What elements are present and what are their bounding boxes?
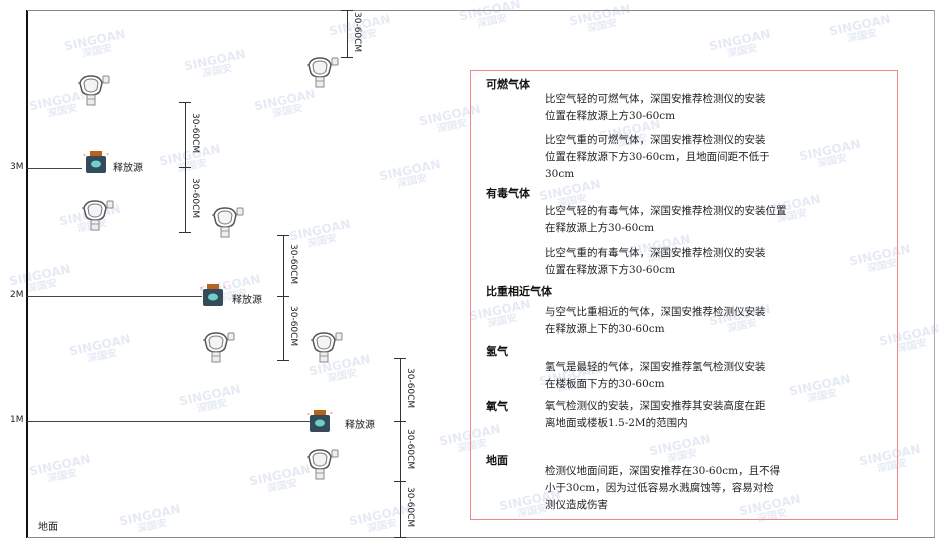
dimension-tick [394,537,406,538]
legend-paragraph: 与空气比重相近的气体，深国安推荐检测仪安装 在释放源上下的30-60cm [545,306,766,335]
level-3m-line [27,168,82,169]
dimension-tick [394,481,406,482]
dimension-line [400,358,401,421]
dimension-tick [277,235,289,236]
legend-heading: 地面 [486,454,508,467]
dimension-tick [341,10,353,11]
dimension-line [347,10,348,57]
dimension-label: 30-60CM [405,487,415,528]
level-1m-label: 1M [10,415,24,425]
level-2m-label: 2M [10,290,24,300]
legend-heading: 氧气 [486,400,508,413]
level-1m-line [27,421,310,422]
dimension-tick [394,358,406,359]
dimension-label: 30-60CM [288,306,298,347]
right-line [934,10,935,538]
gas-detector-icon [305,55,339,89]
ground-label: 地面 [38,522,58,533]
legend-paragraph: 氧气检测仪的安装，深国安推荐其安装高度在距 离地面或楼板1.5-2M的范围内 [545,400,766,429]
release-source-label: 释放源 [232,295,262,306]
release-source-icon [83,150,109,174]
legend-paragraph: 比空气重的有毒气体，深国安推荐检测仪的安装 位置在释放源下方30-60cm [545,247,766,276]
gas-detector-icon [76,73,110,107]
dimension-line [283,235,284,296]
legend-paragraph: 氢气是最轻的气体，深国安推荐氢气检测仪安装 在楼板面下方的30-60cm [545,361,766,390]
dimension-tick [277,296,289,297]
level-2m-line [27,296,202,297]
dimension-label: 30-60CM [405,367,415,408]
wall-left [26,10,28,538]
dimension-label: 30-60CM [352,11,362,52]
floor-line [27,537,935,538]
dimension-line [400,481,401,537]
legend-heading: 可燃气体 [486,78,530,91]
legend-heading: 氢气 [486,345,508,358]
legend-paragraph: 比空气轻的有毒气体，深国安推荐检测仪的安装位置 在释放源上方30-60cm [545,205,787,234]
dimension-label: 30-60CM [288,243,298,284]
legend-paragraph: 检测仪地面间距，深国安推荐在30-60cm，且不得 小于30cm，因为过低容易水… [545,465,781,511]
legend-paragraph: 比空气轻的可燃气体，深国安推荐检测仪的安装 位置在释放源上方30-60cm [545,93,766,122]
release-source-icon [200,283,226,307]
dimension-tick [341,57,353,58]
dimension-tick [394,421,406,422]
gas-detector-icon [309,330,343,364]
dimension-label: 30-60CM [190,112,200,153]
dimension-line [400,421,401,481]
gas-detector-icon [305,447,339,481]
dimension-line [185,167,186,232]
release-source-icon [307,409,333,433]
release-source-label: 释放源 [113,163,143,174]
gas-detector-icon [210,205,244,239]
legend-heading: 比重相近气体 [486,285,552,298]
level-3m-label: 3M [10,162,24,172]
dimension-label: 30-60CM [405,429,415,470]
dimension-label: 30-60CM [190,177,200,218]
ceiling-line [27,10,935,11]
dimension-tick [179,167,191,168]
dimension-tick [179,232,191,233]
legend-heading: 有毒气体 [486,187,530,200]
dimension-line [185,102,186,167]
gas-detector-icon [80,198,114,232]
legend-box [470,70,898,520]
dimension-tick [277,360,289,361]
dimension-line [283,296,284,360]
release-source-label: 释放源 [345,420,375,431]
dimension-tick [179,102,191,103]
legend-paragraph: 比空气重的可燃气体，深国安推荐检测仪的安装 位置在释放源下方30-60cm，且地… [545,134,770,180]
gas-detector-icon [201,330,235,364]
